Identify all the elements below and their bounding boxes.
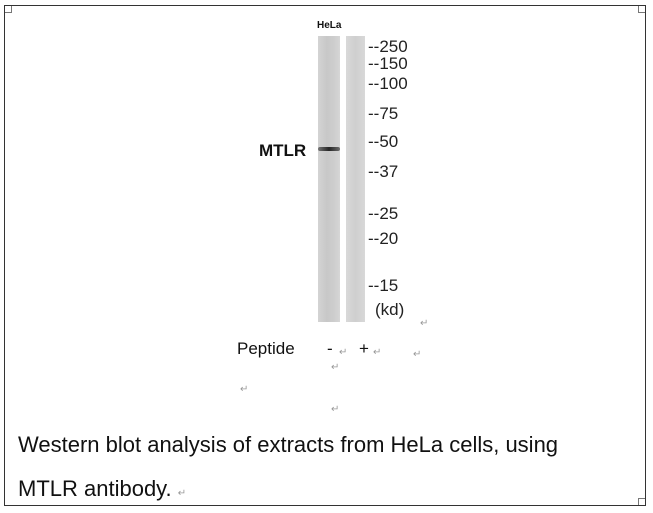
paragraph-mark: ↵	[339, 347, 348, 358]
paragraph-mark: ↵	[331, 404, 340, 415]
lane-label: HeLa	[317, 20, 342, 31]
marker-150: --150	[368, 54, 408, 73]
blot-lane-minus	[318, 36, 340, 322]
corner-mark	[638, 6, 645, 13]
peptide-minus: -	[327, 339, 333, 358]
marker-37: --37	[368, 162, 399, 181]
paragraph-mark: ↵	[331, 362, 340, 373]
corner-mark	[5, 6, 12, 13]
target-label: MTLR	[259, 141, 307, 160]
paragraph-mark: ↵	[420, 318, 429, 329]
paragraph-mark: ↵	[373, 347, 382, 358]
blot-lane-plus	[346, 36, 365, 322]
peptide-plus: +	[359, 339, 369, 358]
peptide-label: Peptide	[237, 339, 295, 358]
protein-band	[318, 147, 340, 151]
marker-75: --75	[368, 104, 399, 123]
marker-20: --20	[368, 229, 399, 248]
marker-250: --250	[368, 37, 408, 56]
marker-25: --25	[368, 204, 399, 223]
marker-15: --15	[368, 276, 399, 295]
figure-frame	[4, 5, 646, 506]
unit-label: (kd)	[375, 300, 405, 319]
paragraph-mark: ↵	[240, 384, 249, 395]
corner-mark	[638, 498, 645, 505]
marker-100: --100	[368, 74, 408, 93]
paragraph-mark: ↵	[413, 349, 422, 360]
paragraph-mark: ↵	[177, 488, 187, 499]
caption-line-2: MTLR antibody. ↵	[18, 476, 186, 502]
caption-line-1: Western blot analysis of extracts from H…	[18, 432, 559, 457]
caption-text: MTLR antibody.	[18, 476, 172, 501]
marker-50: --50	[368, 132, 399, 151]
